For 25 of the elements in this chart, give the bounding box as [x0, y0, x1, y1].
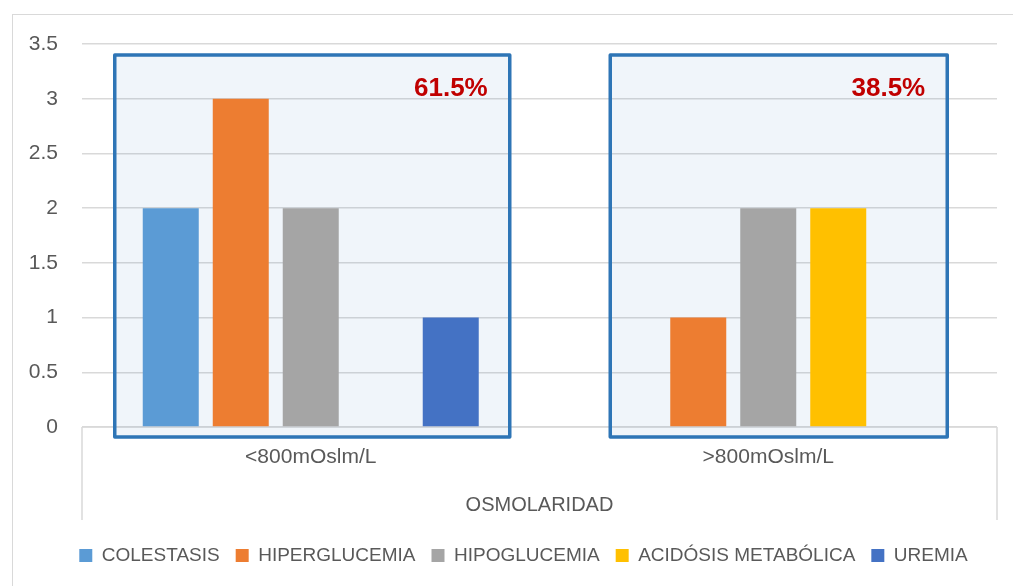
- legend-label: HIPERGLUCEMIA: [258, 543, 416, 565]
- x-tick-label: >800mOslm/L: [702, 444, 834, 468]
- y-tick-label: 0: [46, 413, 58, 437]
- legend-label: UREMIA: [893, 543, 969, 565]
- legend-label: ACIDÓSIS METABÓLICA: [638, 543, 856, 565]
- band-label: 61.5%: [414, 72, 488, 103]
- y-tick-label: 2.5: [28, 140, 58, 164]
- bar: [670, 317, 727, 427]
- x-tick-label: <800mOslm/L: [245, 444, 377, 468]
- y-tick-label: 3: [46, 85, 58, 109]
- y-tick-label: 2: [46, 194, 58, 218]
- y-tick-label: 1: [46, 304, 58, 328]
- y-tick-label: 0.5: [28, 359, 58, 383]
- y-tick-label: 1.5: [28, 249, 58, 273]
- bar: [282, 208, 339, 427]
- bar: [810, 208, 867, 427]
- bar: [422, 317, 479, 427]
- legend-label: COLESTASIS: [101, 543, 220, 565]
- y-tick-label: 3.5: [28, 30, 58, 54]
- x-axis-title: OSMOLARIDAD: [465, 492, 614, 515]
- bar: [212, 98, 269, 427]
- legend-label: HIPOGLUCEMIA: [454, 543, 601, 565]
- band-label: 38.5%: [851, 72, 926, 103]
- bar: [142, 208, 199, 427]
- bar: [740, 208, 797, 427]
